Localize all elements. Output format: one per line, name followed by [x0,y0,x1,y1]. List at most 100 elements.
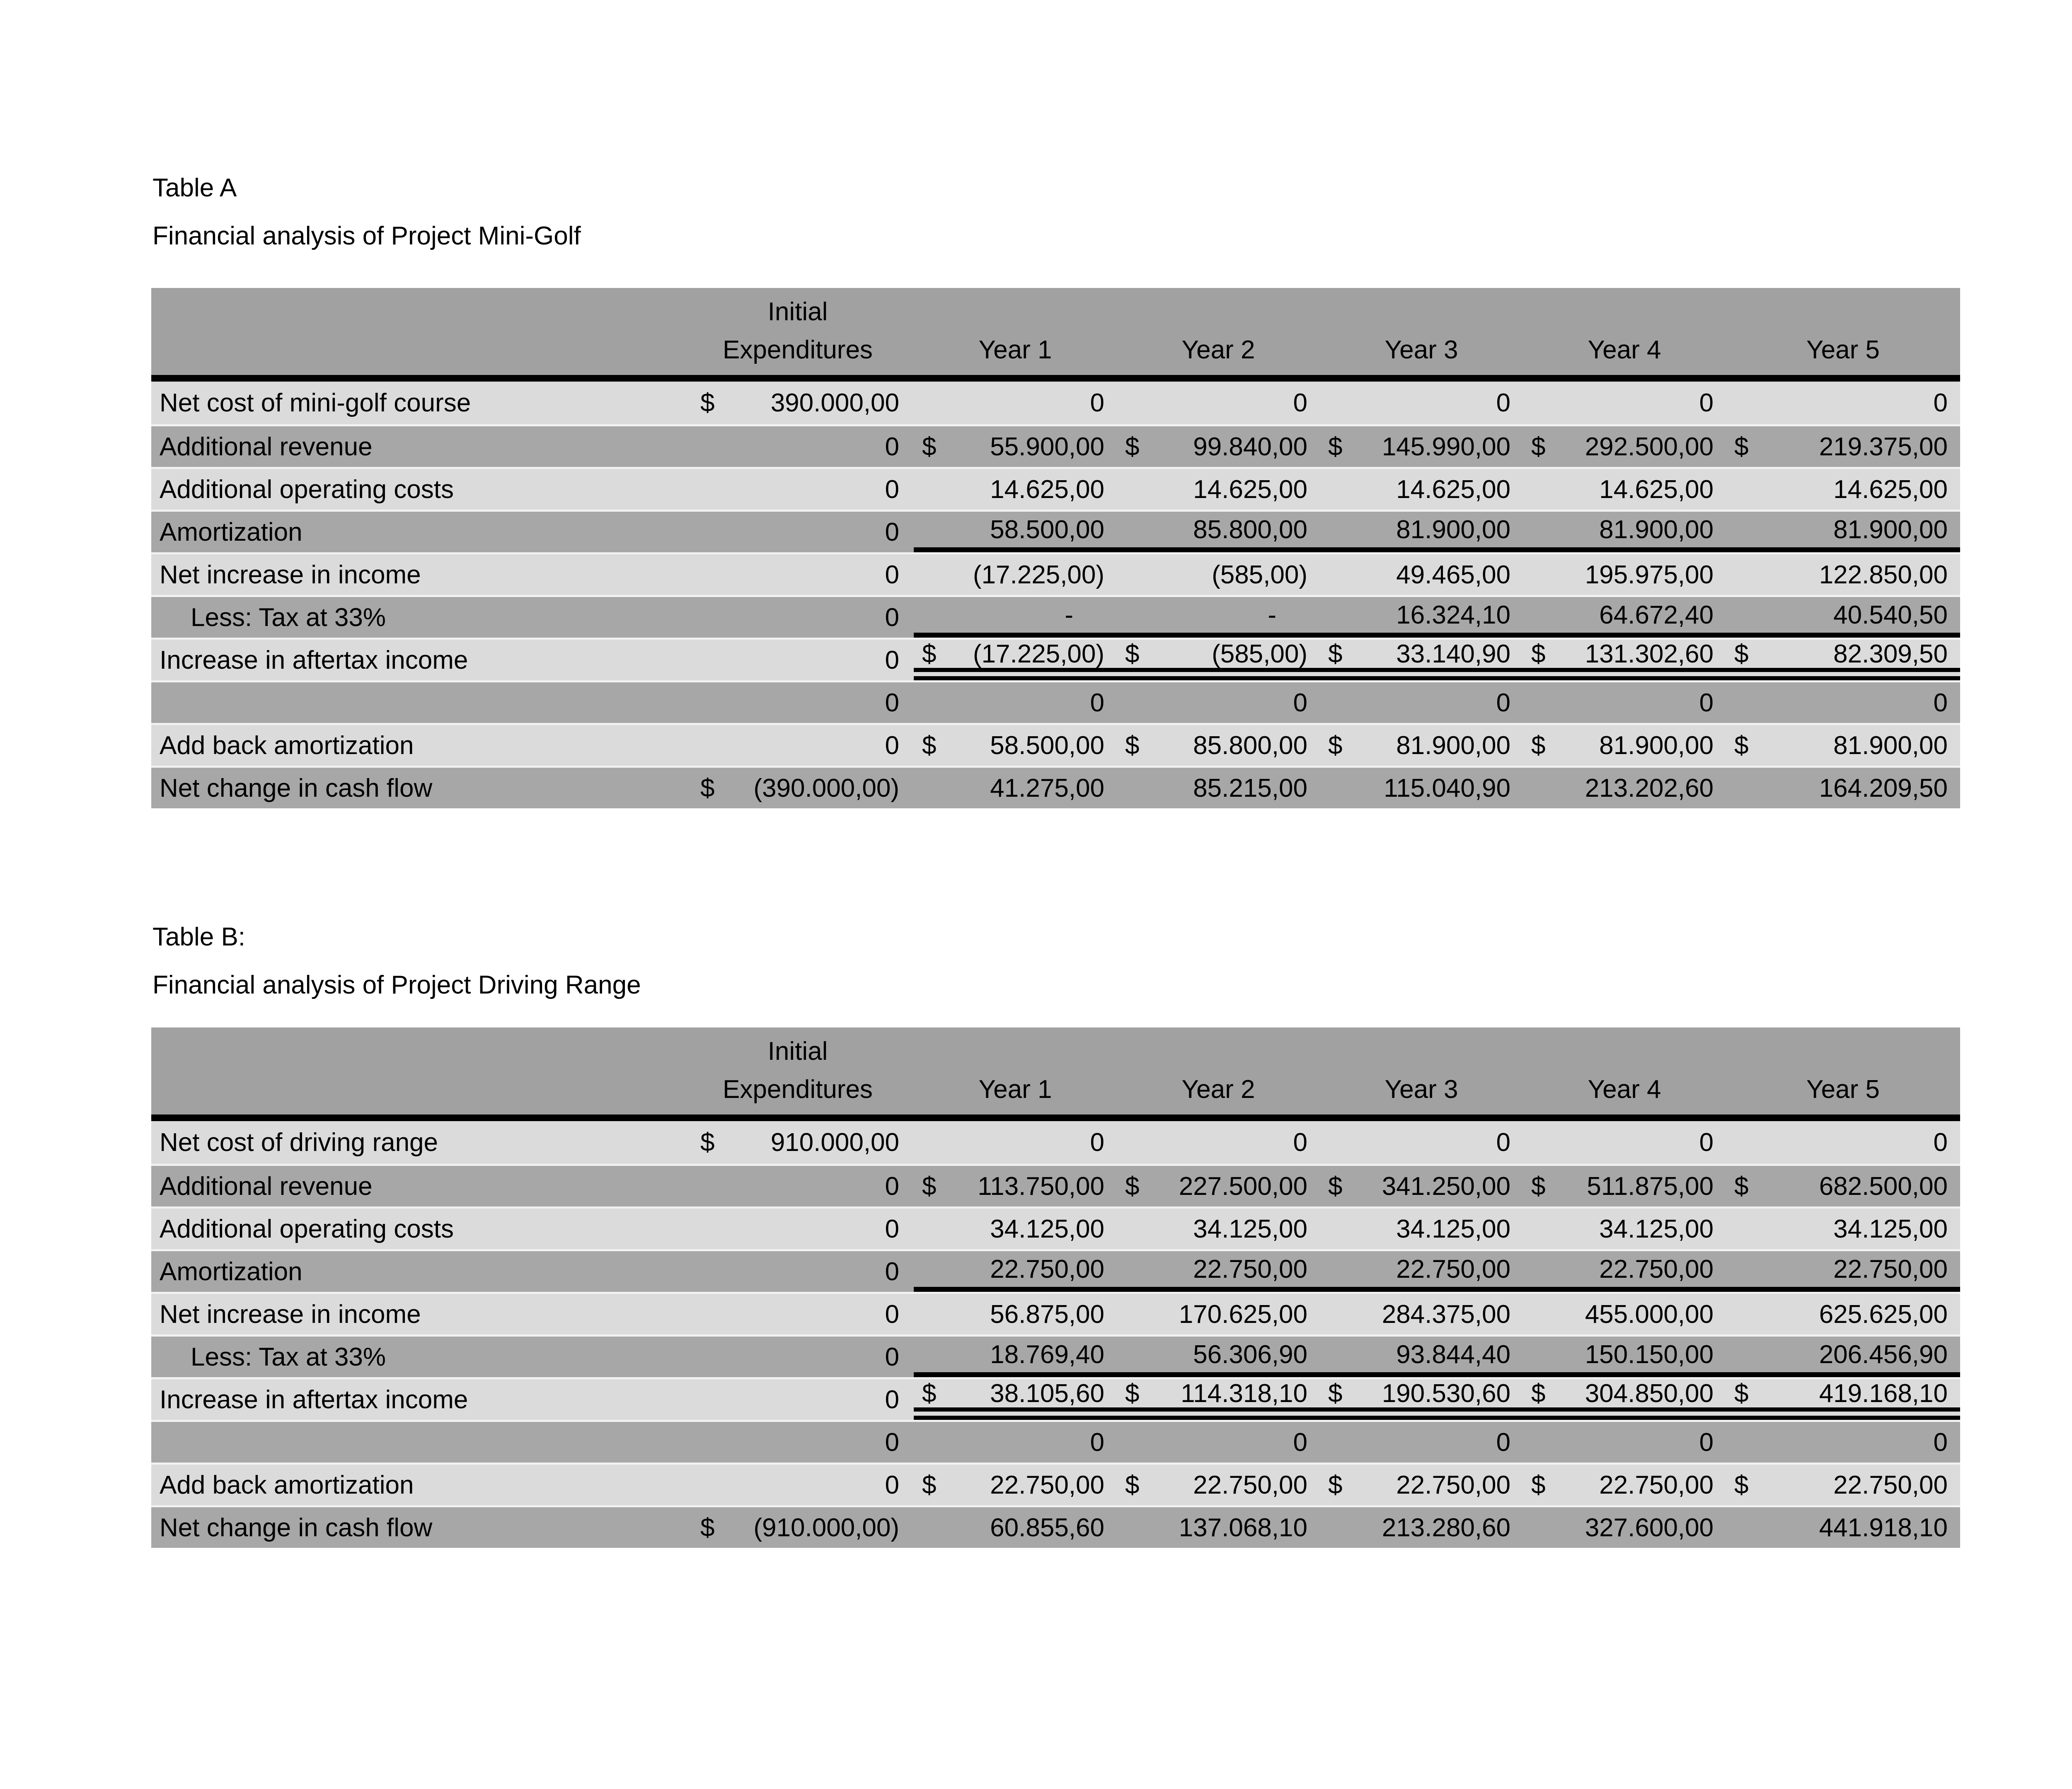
cell-value: - [1065,600,1073,629]
currency-symbol: $ [1531,1172,1546,1201]
cell-year-1: $58.500,00 [914,725,1117,766]
cell-value: 682.500,00 [1819,1172,1948,1201]
row-label: Amortization [160,517,303,546]
cell-value: 0 [1933,1128,1948,1157]
header-year-label: Year 5 [1806,1075,1880,1104]
cell-initial-expenditures: 0 [682,469,914,510]
header-year-2: Year 2 [1117,1027,1320,1114]
currency-symbol: $ [1734,731,1749,760]
cell-year-1: 0 [914,1121,1117,1164]
cell-year-1: $38.105,60 [914,1379,1117,1420]
row-label [151,682,682,723]
cell-value: 0 [885,560,899,589]
cell-year-5: 22.750,00 [1726,1251,1960,1292]
header-year-label: Year 2 [1181,1075,1255,1104]
table-b-subtitle: Financial analysis of Project Driving Ra… [152,971,641,999]
cell-year-4: 195.975,00 [1523,554,1726,595]
table-row: Net increase in income 0 (17.225,00) (585,0… [151,552,1960,595]
cell-value: 0 [1699,1128,1714,1157]
header-initial-line1: Initial [767,297,828,326]
cell-year-3: 16.324,10 [1320,597,1523,638]
cell-initial-expenditures: 0 [682,597,914,638]
cell-value: 0 [885,1385,899,1414]
cell-year-2: 85.215,00 [1117,768,1320,808]
currency-symbol: $ [1531,731,1546,760]
column-header-row: Initial Expenditures Year 1 Year 2 Year 3 Yea… [151,1027,1960,1121]
cell-value: 14.625,00 [1833,475,1948,504]
cell-value: 22.750,00 [1833,1255,1948,1284]
cell-value: 64.672,40 [1599,600,1714,629]
cell-value: 131.302,60 [1585,640,1714,668]
cell-initial-expenditures: 0 [682,426,914,467]
cell-initial-expenditures: 0 [682,554,914,595]
cell-year-3: $341.250,00 [1320,1166,1523,1206]
table-b-title-block: Table B: Financial analysis of Project D… [152,913,641,1009]
cell-value: 122.850,00 [1819,560,1948,589]
cell-year-1: (17.225,00) [914,554,1117,595]
header-year-label: Year 4 [1588,1075,1661,1104]
table-row: 0 0 0 0 0 0 [151,680,1960,723]
cell-value: 0 [885,1428,899,1457]
row-label: Net increase in income [160,1300,421,1329]
cell-value: 0 [1090,1428,1104,1457]
cell-year-2: $227.500,00 [1117,1166,1320,1206]
cell-value: 0 [1293,1428,1307,1457]
cell-year-1: 0 [914,682,1117,723]
cell-year-5: 0 [1726,1422,1960,1463]
cell-year-4: 213.202,60 [1523,768,1726,808]
currency-symbol: $ [1531,640,1546,668]
cell-initial-expenditures: 0 [682,1294,914,1334]
header-year-label: Year 2 [1181,336,1255,364]
header-initial-line1: Initial [767,1037,828,1066]
cell-year-2: 170.625,00 [1117,1294,1320,1334]
cell-value: 441.918,10 [1819,1513,1948,1542]
table-row: Additional operating costs 0 14.625,00 14.6… [151,467,1960,510]
row-label: Additional operating costs [160,1214,454,1243]
cell-year-5: $22.750,00 [1726,1465,1960,1505]
cell-value: 219.375,00 [1819,432,1948,461]
header-initial-line2: Expenditures [723,1075,873,1104]
cell-value: 327.600,00 [1585,1513,1714,1542]
cell-year-5: 14.625,00 [1726,469,1960,510]
header-year-5: Year 5 [1726,1027,1960,1114]
cell-value: 145.990,00 [1382,432,1510,461]
table-row: Additional operating costs 0 34.125,00 34.1… [151,1206,1960,1249]
currency-symbol: $ [922,731,937,760]
cell-value: 0 [1090,1128,1104,1157]
header-year-3: Year 3 [1320,1027,1523,1114]
currency-symbol: $ [922,1470,937,1499]
cell-value: 419.168,10 [1819,1379,1948,1408]
cell-year-1: 18.769,40 [914,1337,1117,1377]
cell-initial-expenditures: 0 [682,1379,914,1420]
currency-symbol: $ [1125,1172,1140,1201]
cell-value: 164.209,50 [1819,774,1948,803]
row-label: Additional operating costs [160,475,454,504]
cell-year-3: 34.125,00 [1320,1209,1523,1249]
currency-symbol: $ [1328,1172,1343,1201]
cell-value: 0 [885,1300,899,1329]
table-a-title: Table A [152,174,237,202]
cell-year-3: 22.750,00 [1320,1251,1523,1292]
cell-year-1: $113.750,00 [914,1166,1117,1206]
cell-year-3: $81.900,00 [1320,725,1523,766]
cell-value: 0 [1293,389,1307,417]
header-year-1: Year 1 [914,288,1117,375]
header-year-label: Year 1 [978,336,1052,364]
currency-symbol: $ [1328,731,1343,760]
cell-initial-expenditures: $ (910.000,00) [682,1507,914,1548]
cell-value: 0 [1090,389,1104,417]
cell-year-1: $22.750,00 [914,1465,1117,1505]
header-initial-expenditures: Initial Expenditures [682,288,914,375]
cell-value: 14.625,00 [1396,475,1510,504]
cell-year-2: 22.750,00 [1117,1251,1320,1292]
cell-year-5: 625.625,00 [1726,1294,1960,1334]
currency-symbol: $ [1531,1470,1546,1499]
currency-symbol: $ [1734,1172,1749,1201]
table-row: Amortization 0 22.750,00 22.750,00 22.750,00… [151,1249,1960,1292]
cell-value: 0 [885,1214,899,1243]
header-year-label: Year 4 [1588,336,1661,364]
cell-value: (585,00) [1212,560,1307,589]
currency-symbol: $ [922,1379,937,1408]
cell-year-4: $131.302,60 [1523,640,1726,680]
cell-value: 49.465,00 [1396,560,1510,589]
